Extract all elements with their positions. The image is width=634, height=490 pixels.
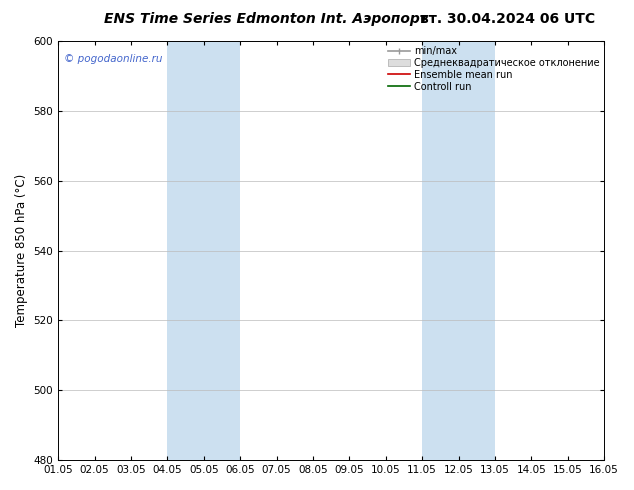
- Legend: min/max, Среднеквадратическое отклонение, Ensemble mean run, Controll run: min/max, Среднеквадратическое отклонение…: [386, 44, 601, 94]
- Y-axis label: Temperature 850 hPa (°C): Temperature 850 hPa (°C): [15, 174, 28, 327]
- Bar: [167, 41, 240, 460]
- Bar: [422, 41, 495, 460]
- Text: вт. 30.04.2024 06 UTC: вт. 30.04.2024 06 UTC: [420, 12, 595, 26]
- Text: © pogodaonline.ru: © pogodaonline.ru: [63, 53, 162, 64]
- Text: ENS Time Series Edmonton Int. Аэропорт: ENS Time Series Edmonton Int. Аэропорт: [105, 12, 428, 26]
